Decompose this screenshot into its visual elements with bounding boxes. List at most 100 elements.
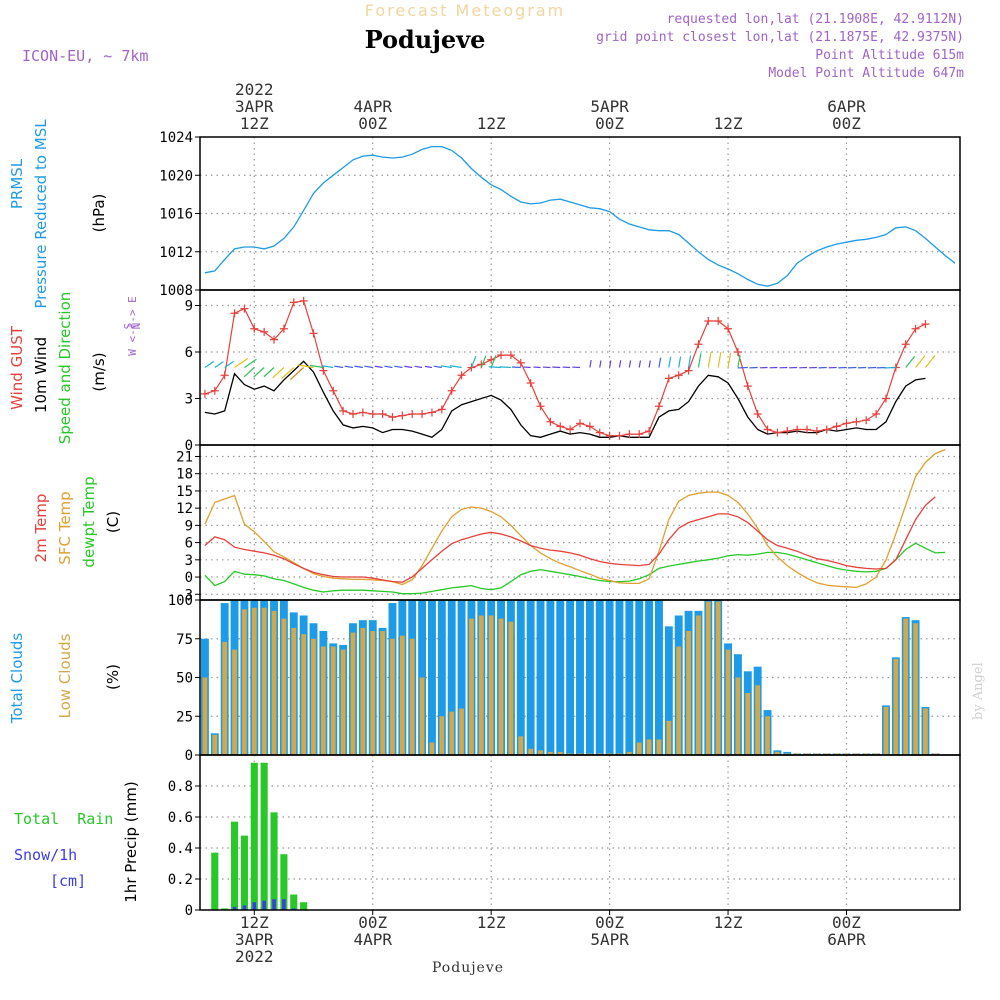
low-cloud-bar <box>794 753 800 755</box>
precip-frame <box>199 754 961 911</box>
low-cloud-bar <box>330 646 336 755</box>
low-cloud-bar <box>301 634 307 755</box>
y-tick-label: 15 <box>176 484 193 500</box>
rain-bar <box>230 821 239 910</box>
wind-direction-arrow <box>424 365 433 369</box>
snow-bar <box>232 906 237 910</box>
total-cloud-bar <box>546 600 555 755</box>
low-cloud-bar <box>696 615 701 755</box>
low-cloud-bar <box>626 751 632 755</box>
wind-gust-marker <box>447 386 456 395</box>
wind-direction-arrow <box>697 353 702 368</box>
wind-gust-marker <box>368 410 377 418</box>
wind-direction-arrow <box>707 351 712 368</box>
model-altitude: Model Point Altitude 647m <box>768 66 964 81</box>
low-cloud-bar <box>360 627 366 755</box>
wind-gust-marker <box>536 402 545 411</box>
y-tick-label: 6 <box>185 536 193 552</box>
top-time-label: 00Z <box>832 114 861 133</box>
low-cloud-bar <box>775 751 780 755</box>
meteogram-title: Forecast Meteogram <box>365 1 565 20</box>
low-cloud-bar <box>676 646 682 755</box>
bottom-time-label: 5APR <box>590 930 629 949</box>
wind-gust-marker <box>279 324 288 333</box>
wind-gust-marker <box>645 427 654 436</box>
wind-gust-marker <box>615 431 624 440</box>
wind-gust-marker <box>763 425 772 434</box>
total-cloud-bar <box>447 600 456 755</box>
total-cloud-bar <box>566 600 575 755</box>
low-cloud-bar <box>261 607 267 755</box>
bottom-time-label: 12Z <box>714 913 743 932</box>
snow-bar <box>272 899 276 910</box>
low-cloud-bar <box>380 631 385 755</box>
low-cloud-bar <box>212 734 218 755</box>
y-tick-label: 21 <box>176 449 193 465</box>
low-cloud-bar <box>725 649 731 755</box>
rain-bar <box>300 902 308 910</box>
wind-direction-arrow <box>883 366 896 369</box>
total-cloud-bar <box>635 600 644 755</box>
wind-gust-marker <box>911 324 920 333</box>
wind-gust-marker <box>694 340 703 349</box>
wind-direction-arrow <box>480 355 487 368</box>
low-cloud-bar <box>715 601 721 755</box>
pressure-unit: (hPa) <box>90 194 108 233</box>
wind-gust-marker <box>921 320 930 329</box>
low-cloud-bar <box>459 708 464 755</box>
bottom-time-label: 3APR <box>235 930 274 949</box>
wind-gust-marker <box>605 431 614 440</box>
wind-compass-label: W <-|-> E <box>126 296 139 356</box>
low-cloud-bar <box>439 716 445 755</box>
wind-direction-arrow <box>687 355 692 368</box>
top-time-label: 4APR <box>353 97 392 116</box>
wind-gust-marker <box>309 329 318 338</box>
wind-direction-arrow <box>589 359 592 368</box>
wind-direction-arrow <box>499 366 511 369</box>
top-time-label: 5APR <box>590 97 629 116</box>
y-tick-label: 0 <box>185 570 193 586</box>
requested-coords: requested lon,lat (21.1908E, 42.9112N) <box>667 12 964 27</box>
precip-left-label: Snow/1h <box>14 846 77 864</box>
low-cloud-bar <box>528 748 534 755</box>
total-cloud-bar <box>457 600 466 755</box>
wind-compass-label: S <box>122 323 135 330</box>
low-cloud-bar <box>242 609 247 755</box>
wind-gust-marker <box>339 406 348 415</box>
wind-direction-arrow <box>364 365 373 369</box>
wind-direction-ylabel: Speed and Direction <box>56 292 74 445</box>
wind-gust-marker <box>684 366 693 375</box>
y-tick-label: 1024 <box>159 130 193 146</box>
wind-gust-marker <box>230 309 239 318</box>
top-time-label: 12Z <box>477 114 506 133</box>
low-cloud-bar <box>883 706 889 755</box>
low-cloud-bar <box>557 751 563 755</box>
y-tick-label: 1012 <box>159 245 193 261</box>
wind-gust-marker <box>556 422 565 431</box>
bottom-time-label: 12Z <box>477 913 506 932</box>
wind-gust-marker <box>398 411 407 420</box>
wind-gust-marker <box>516 358 525 367</box>
wind-direction-arrow <box>334 365 344 369</box>
low-cloud-bar <box>518 736 524 755</box>
total-cloud-bar <box>516 600 525 755</box>
wind-direction-arrow <box>658 357 662 368</box>
wind-gust-marker <box>664 374 673 383</box>
wind-gust-marker <box>546 417 555 426</box>
wind-gust-marker <box>733 348 742 356</box>
low-cloud-bar <box>913 623 918 755</box>
low-cloud-bar <box>478 615 484 755</box>
low-cloud-bar <box>666 720 672 755</box>
y-tick-label: 0 <box>185 903 193 919</box>
wind-gust-marker <box>724 324 733 333</box>
wind-gust-marker <box>200 389 209 398</box>
low-cloud-bar <box>893 658 899 755</box>
low-cloud-bar <box>607 753 612 755</box>
low-cloud-bar <box>824 753 830 755</box>
bottom-time-label: 00Z <box>358 913 387 932</box>
clouds-unit: (%) <box>104 664 122 690</box>
wind-gust-ylabel: Wind GUST <box>8 325 26 410</box>
wind-direction-arrow <box>344 365 354 369</box>
dewpoint-line <box>204 542 946 595</box>
